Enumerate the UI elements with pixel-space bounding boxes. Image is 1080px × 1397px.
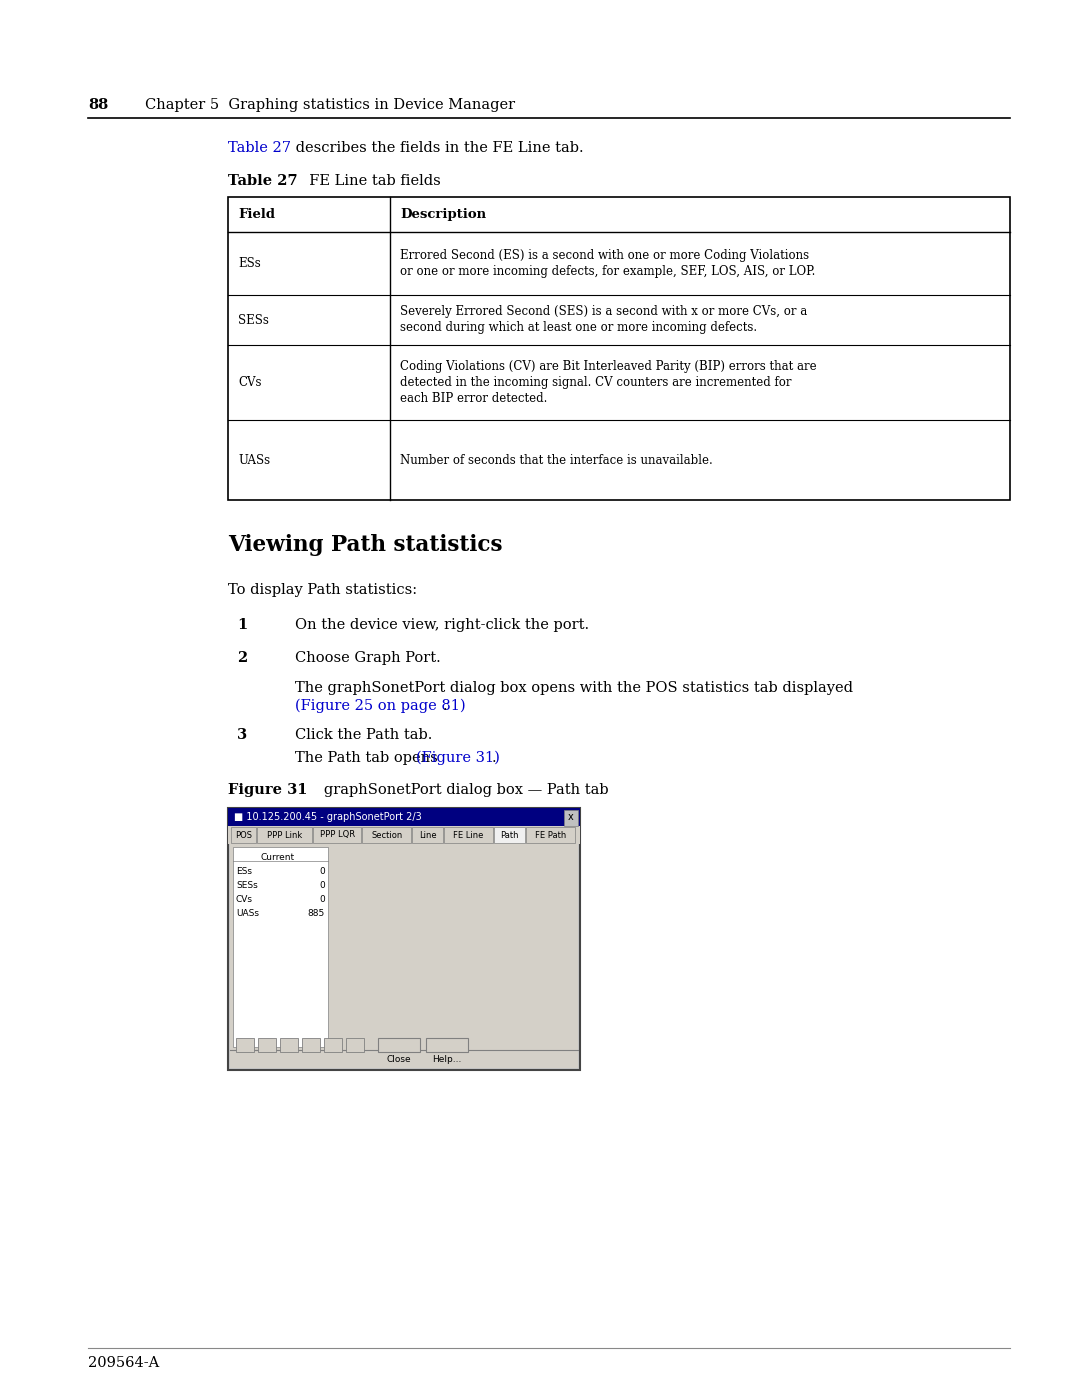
- Text: .: .: [443, 698, 447, 712]
- Text: FE Line tab fields: FE Line tab fields: [300, 175, 441, 189]
- Text: Table 27: Table 27: [228, 175, 298, 189]
- Text: Number of seconds that the interface is unavailable.: Number of seconds that the interface is …: [400, 454, 713, 467]
- Text: The Path tab opens: The Path tab opens: [295, 752, 443, 766]
- Bar: [363, 827, 411, 842]
- Text: PPP LQR: PPP LQR: [320, 830, 354, 840]
- Text: second during which at least one or more incoming defects.: second during which at least one or more…: [400, 321, 757, 334]
- Bar: [228, 197, 1010, 500]
- Bar: [280, 1038, 298, 1052]
- Text: PPP Link: PPP Link: [267, 830, 302, 840]
- Bar: [324, 1038, 342, 1052]
- Text: 0: 0: [320, 868, 325, 876]
- Bar: [444, 827, 492, 842]
- Text: ESs: ESs: [237, 868, 252, 876]
- Text: Choose Graph Port.: Choose Graph Port.: [295, 651, 441, 665]
- Text: FE Path: FE Path: [535, 830, 566, 840]
- Text: CVs: CVs: [237, 895, 253, 904]
- Text: .: .: [492, 752, 497, 766]
- Bar: [378, 1038, 420, 1052]
- Bar: [231, 827, 256, 842]
- Text: 885: 885: [308, 909, 325, 918]
- Bar: [230, 844, 578, 1051]
- Text: UASs: UASs: [237, 909, 259, 918]
- Text: or one or more incoming defects, for example, SEF, LOS, AIS, or LOP.: or one or more incoming defects, for exa…: [400, 265, 815, 278]
- Text: 0: 0: [320, 882, 325, 890]
- Text: ■ 10.125.200.45 - graphSonetPort 2/3: ■ 10.125.200.45 - graphSonetPort 2/3: [234, 812, 422, 821]
- Text: x: x: [568, 812, 573, 821]
- Text: detected in the incoming signal. CV counters are incremented for: detected in the incoming signal. CV coun…: [400, 376, 792, 388]
- Text: Field: Field: [238, 208, 275, 221]
- Bar: [426, 1038, 468, 1052]
- Text: 1: 1: [237, 617, 247, 631]
- Text: graphSonetPort dialog box — Path tab: graphSonetPort dialog box — Path tab: [310, 782, 609, 798]
- Text: Line: Line: [419, 830, 436, 840]
- Text: Coding Violations (CV) are Bit Interleaved Parity (BIP) errors that are: Coding Violations (CV) are Bit Interleav…: [400, 360, 816, 373]
- Text: To display Path statistics:: To display Path statistics:: [228, 583, 417, 597]
- Bar: [228, 826, 580, 844]
- Text: 3: 3: [237, 728, 247, 742]
- Text: SESs: SESs: [238, 313, 269, 327]
- Text: Severely Errored Second (SES) is a second with x or more CVs, or a: Severely Errored Second (SES) is a secon…: [400, 306, 807, 319]
- Text: describes the fields in the FE Line tab.: describes the fields in the FE Line tab.: [291, 141, 583, 155]
- Bar: [230, 1051, 578, 1067]
- Text: UASs: UASs: [238, 454, 270, 467]
- Text: Figure 31: Figure 31: [228, 782, 308, 798]
- Text: Close: Close: [387, 1055, 411, 1063]
- Text: Table 27: Table 27: [228, 141, 291, 155]
- Text: FE Line: FE Line: [454, 830, 484, 840]
- Text: Errored Second (ES) is a second with one or more Coding Violations: Errored Second (ES) is a second with one…: [400, 249, 809, 263]
- Bar: [257, 827, 312, 842]
- Text: (Figure 31): (Figure 31): [416, 750, 500, 766]
- Text: 209564-A: 209564-A: [87, 1356, 159, 1370]
- Text: Current: Current: [261, 852, 295, 862]
- Text: 2: 2: [237, 651, 247, 665]
- Text: The graphSonetPort dialog box opens with the POS statistics tab displayed: The graphSonetPort dialog box opens with…: [295, 680, 853, 694]
- Text: POS: POS: [235, 830, 253, 840]
- Text: Section: Section: [372, 830, 403, 840]
- Text: Click the Path tab.: Click the Path tab.: [295, 728, 432, 742]
- Text: Viewing Path statistics: Viewing Path statistics: [228, 534, 502, 556]
- Text: Path: Path: [500, 830, 518, 840]
- Text: SESs: SESs: [237, 882, 258, 890]
- Text: ESs: ESs: [238, 257, 260, 270]
- Bar: [564, 810, 578, 826]
- Bar: [258, 1038, 276, 1052]
- Bar: [313, 827, 362, 842]
- Text: (Figure 25 on page 81): (Figure 25 on page 81): [295, 698, 465, 714]
- Bar: [346, 1038, 364, 1052]
- Bar: [237, 1038, 254, 1052]
- Text: Help...: Help...: [432, 1055, 461, 1063]
- Text: 0: 0: [320, 895, 325, 904]
- Bar: [526, 827, 575, 842]
- Text: Chapter 5  Graphing statistics in Device Manager: Chapter 5 Graphing statistics in Device …: [145, 98, 515, 112]
- Bar: [411, 827, 443, 842]
- Text: Description: Description: [400, 208, 486, 221]
- Bar: [228, 807, 580, 1070]
- Bar: [494, 827, 525, 842]
- Bar: [302, 1038, 320, 1052]
- Text: 88: 88: [87, 98, 108, 112]
- Bar: [233, 847, 328, 1046]
- Text: On the device view, right-click the port.: On the device view, right-click the port…: [295, 617, 589, 631]
- Text: each BIP error detected.: each BIP error detected.: [400, 393, 548, 405]
- Text: CVs: CVs: [238, 376, 261, 388]
- Bar: [228, 807, 580, 826]
